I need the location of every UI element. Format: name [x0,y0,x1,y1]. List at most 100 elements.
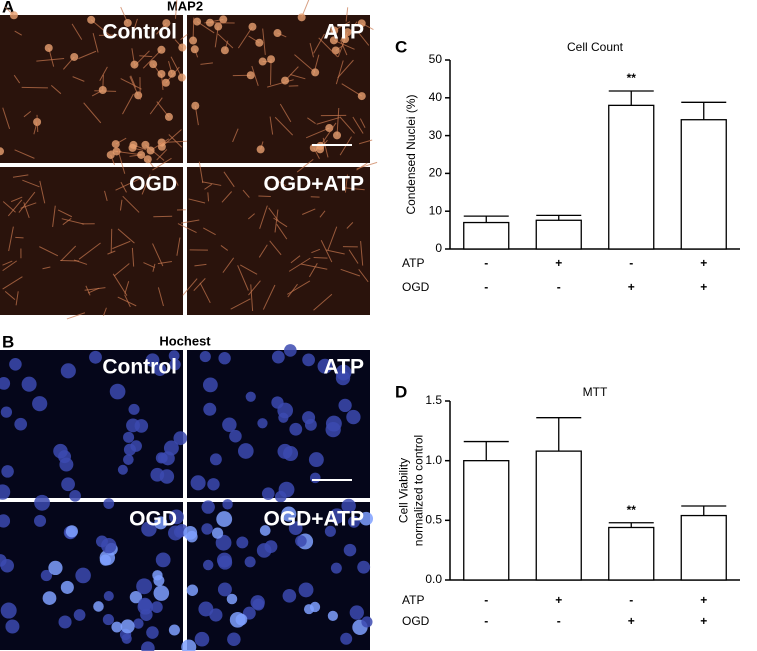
soma [157,69,166,78]
nucleus [61,477,75,492]
nucleus [218,352,231,365]
soma [162,19,171,28]
panel-title: MAP2 [167,0,203,13]
neurite [87,287,100,294]
neurite [78,50,97,60]
neurite [142,49,162,69]
neurite [269,116,274,135]
neurite [198,161,204,184]
nucleus [304,418,317,431]
neurite [14,30,22,36]
neurite [336,107,340,136]
nucleus [302,353,315,367]
neurite [15,291,19,306]
bar [680,119,727,250]
neurite [237,265,249,291]
condition-label: + [700,593,707,607]
neurite [120,181,127,193]
neurite [359,139,373,145]
nucleus [120,619,135,634]
neurite [131,18,138,37]
nucleus [133,618,144,629]
neurite [99,66,108,81]
micrograph [0,15,183,163]
nucleus [60,363,76,379]
neurite [286,280,311,295]
nucleus [209,453,222,466]
condition-label: - [484,280,488,294]
neurite [152,263,156,272]
nucleus [209,608,223,622]
soma [106,150,115,159]
neurite [248,280,261,296]
neurite [194,263,207,267]
y-tick-label: 1.0 [425,453,442,467]
nucleus [21,376,37,392]
nucleus [346,409,361,425]
neurite [308,262,318,278]
nucleus [194,631,210,647]
neurite [352,116,364,134]
nucleus [257,418,268,429]
panel-title: Hochest [159,333,211,348]
soma [111,140,120,149]
y-tick-label: 30 [429,128,443,142]
image-label: ATP [324,356,364,379]
neurite [358,269,369,283]
condition-label: - [484,256,488,270]
nucleus [261,487,275,500]
neurite [199,282,211,304]
neurite [92,32,99,53]
nucleus [202,559,214,571]
nucleus [282,589,297,603]
nucleus [134,419,149,433]
neurite [182,278,198,296]
neurite [318,37,339,58]
nucleus [309,472,321,484]
neurite [120,78,142,90]
nucleus [159,469,175,484]
nucleus [295,535,307,547]
neurite [200,62,213,65]
nucleus [123,454,134,465]
neurite [117,228,135,244]
neurite [288,257,311,272]
neurite [57,209,73,218]
neurite [4,291,16,301]
neurite [143,262,155,269]
y-axis-label: Condensed Nuclei (%) [404,94,418,214]
neurite [300,263,328,270]
soma [149,60,158,69]
nucleus [117,464,128,475]
nucleus [0,514,11,528]
nucleus [1,465,14,478]
panel-letter: D [395,382,407,401]
neurite [207,192,210,202]
nucleus [89,350,102,364]
nucleus [325,421,341,438]
neurite [168,134,183,148]
neurite [319,210,326,218]
neurite [242,189,250,198]
nucleus [216,511,233,528]
neurite [20,202,37,209]
soma [189,36,198,45]
soma [190,45,199,54]
neurite [180,219,200,224]
neurite [39,180,46,204]
nucleus [58,450,72,464]
neurite [131,247,135,267]
neurite [267,79,294,88]
neurite [309,43,315,58]
neurite [119,199,123,211]
nucleus [357,560,371,574]
neurite [305,127,330,139]
neurite [22,179,40,188]
neurite [141,174,151,195]
condition-label: - [557,280,561,294]
neurite [152,243,164,267]
condition-label: + [700,280,707,294]
neurite [157,260,172,265]
neurite [52,205,56,228]
nucleus [109,383,126,400]
